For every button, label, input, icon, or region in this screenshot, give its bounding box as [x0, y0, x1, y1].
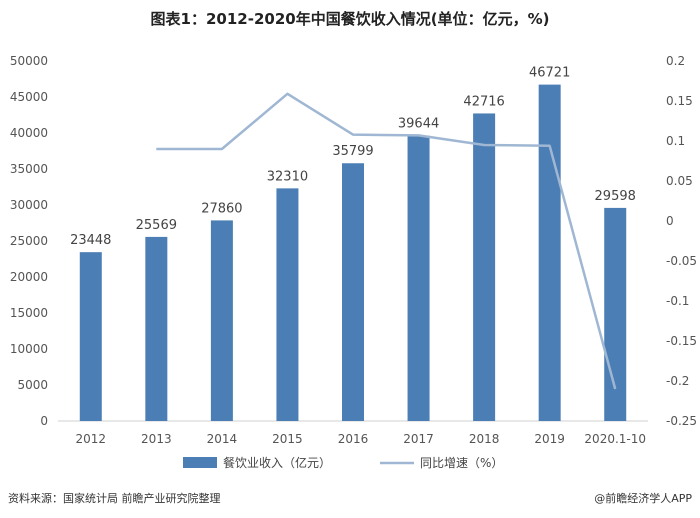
left-axis-tick: 20000 — [10, 270, 48, 284]
right-axis-tick: -0.15 — [666, 334, 697, 348]
revenue-data-label: 25569 — [136, 218, 177, 233]
left-axis-tick: 50000 — [10, 54, 48, 68]
source-note: 资料来源：国家统计局 前瞻产业研究院整理 — [8, 492, 221, 505]
left-axis-tick: 40000 — [10, 126, 48, 140]
left-axis-tick: 10000 — [10, 342, 48, 356]
revenue-data-label: 35799 — [332, 144, 373, 159]
chart-title: 图表1：2012-2020年中国餐饮收入情况(单位：亿元，%) — [150, 10, 550, 28]
revenue-data-label: 39644 — [398, 117, 439, 132]
x-axis-tick: 2013 — [141, 432, 172, 446]
revenue-bar — [473, 113, 496, 422]
revenue-data-label: 27860 — [201, 201, 242, 216]
x-axis-tick: 2014 — [207, 432, 238, 446]
left-axis-tick: 35000 — [10, 162, 48, 176]
x-axis-tick: 2015 — [272, 432, 303, 446]
right-axis-tick: 0.1 — [666, 134, 685, 148]
right-axis-tick: 0.15 — [666, 94, 693, 108]
left-axis-tick: 25000 — [10, 234, 48, 248]
right-axis-tick: 0.2 — [666, 54, 685, 68]
right-axis-tick: 0.05 — [666, 174, 693, 188]
left-axis-tick: 0 — [40, 414, 48, 428]
x-axis-tick: 2017 — [403, 432, 434, 446]
legend-label-revenue: 餐饮业收入（亿元） — [223, 455, 331, 470]
x-axis-tick: 2018 — [469, 432, 500, 446]
revenue-data-label: 29598 — [595, 189, 636, 204]
revenue-data-label: 32310 — [267, 169, 308, 184]
x-axis-tick: 2019 — [534, 432, 565, 446]
right-axis-tick: -0.05 — [666, 254, 697, 268]
revenue-bar — [276, 188, 299, 421]
revenue-bar — [407, 135, 430, 421]
left-axis-tick: 5000 — [17, 378, 48, 392]
left-axis-tick: 30000 — [10, 198, 48, 212]
x-axis-tick: 2020.1-10 — [584, 432, 646, 446]
x-axis-tick: 2012 — [76, 432, 107, 446]
revenue-bar — [79, 252, 102, 421]
revenue-bar — [210, 220, 233, 421]
legend-swatch-revenue — [183, 457, 217, 468]
right-axis-tick: -0.25 — [666, 414, 697, 428]
brand-note: @前瞻经济学人APP — [594, 492, 692, 505]
growth-rate-line — [156, 92, 617, 390]
right-axis-tick: -0.1 — [666, 294, 689, 308]
right-axis-tick: -0.2 — [666, 374, 689, 388]
revenue-data-label: 23448 — [70, 233, 111, 248]
left-axis-tick: 15000 — [10, 306, 48, 320]
revenue-data-label: 46721 — [529, 66, 570, 81]
x-axis-tick: 2016 — [338, 432, 369, 446]
revenue-data-label: 42716 — [463, 94, 504, 109]
revenue-bar — [538, 84, 561, 422]
revenue-bar — [342, 163, 364, 421]
legend-label-growth: 同比增速（%） — [420, 456, 503, 470]
revenue-bar — [145, 236, 168, 421]
right-axis-tick: 0 — [666, 214, 674, 228]
left-axis-tick: 45000 — [10, 90, 48, 104]
